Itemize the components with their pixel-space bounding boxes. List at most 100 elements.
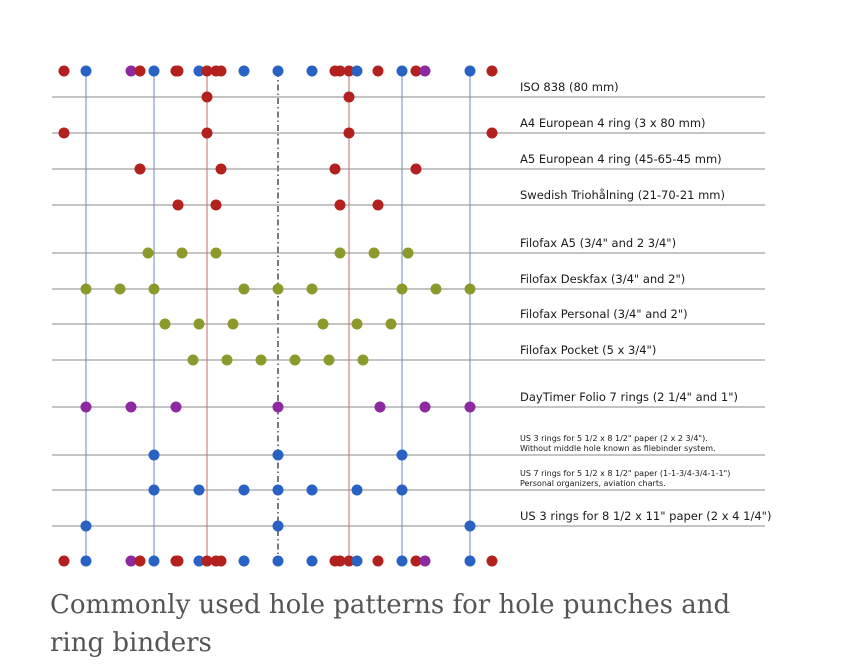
hole-dot-a4-4ring xyxy=(58,127,70,139)
row-label-filofax-deskfax: Filofax Deskfax (3/4" and 2") xyxy=(520,272,685,286)
hole-dot-filofax-deskfax xyxy=(114,283,126,295)
hole-dot-filofax-deskfax xyxy=(272,283,284,295)
hole-dot-us7-550 xyxy=(272,484,284,496)
hole-dot-us3-550 xyxy=(396,449,408,461)
summary-top-dot xyxy=(343,65,355,77)
hole-dot-filofax-pocket xyxy=(221,354,233,366)
summary-top-dot xyxy=(238,65,250,77)
hole-dot-filofax-deskfax xyxy=(306,283,318,295)
summary-top-dot xyxy=(193,65,205,77)
row-label-us3-550: US 3 rings for 5 1/2 x 8 1/2" paper (2 x… xyxy=(520,434,708,443)
summary-bottom-dot xyxy=(396,555,408,567)
row-label-a5-4ring: A5 European 4 ring (45-65-45 mm) xyxy=(520,152,722,166)
row-lines xyxy=(52,96,765,527)
hole-dot-us3-letter xyxy=(272,520,284,532)
hole-dot-filofax-pocket xyxy=(323,354,335,366)
hole-dot-daytimer xyxy=(464,401,476,413)
hole-dot-us3-550 xyxy=(272,449,284,461)
hole-dot-filofax-deskfax xyxy=(430,283,442,295)
summary-top-dot xyxy=(215,65,227,77)
summary-top-dot xyxy=(396,65,408,77)
summary-bottom-dot xyxy=(201,555,213,567)
hole-dot-filofax-pocket xyxy=(187,354,199,366)
summary-bottom-dot xyxy=(334,555,346,567)
hole-dot-a4-4ring xyxy=(343,127,355,139)
summary-top-dot xyxy=(334,65,346,77)
hole-dot-iso838 xyxy=(343,91,355,103)
summary-top-dot xyxy=(410,65,422,77)
hole-dot-daytimer xyxy=(170,401,182,413)
row-label-filofax-a5: Filofax A5 (3/4" and 2 3/4") xyxy=(520,236,676,250)
summary-bottom-dot xyxy=(419,555,431,567)
hole-dot-swedish xyxy=(372,199,384,211)
hole-dot-filofax-deskfax xyxy=(238,283,250,295)
summary-top-dot xyxy=(172,65,184,77)
summary-top-dot xyxy=(58,65,70,77)
row-label-swedish: Swedish Triohålning (21-70-21 mm) xyxy=(520,188,725,202)
hole-dot-filofax-personal xyxy=(351,318,363,330)
hole-dot-us7-550 xyxy=(148,484,160,496)
hole-dot-daytimer xyxy=(80,401,92,413)
hole-pattern-diagram: ISO 838 (80 mm) A4 European 4 ring (3 x 8… xyxy=(52,65,771,567)
summary-top-dot xyxy=(134,65,146,77)
hole-dot-us3-550 xyxy=(148,449,160,461)
summary-top-dot xyxy=(80,65,92,77)
hole-dot-a5-4ring xyxy=(134,163,146,175)
hole-dot-filofax-personal xyxy=(159,318,171,330)
hole-dot-us7-550 xyxy=(238,484,250,496)
row-label-iso838: ISO 838 (80 mm) xyxy=(520,80,619,94)
summary-top-dot xyxy=(419,65,431,77)
summary-bottom-dot xyxy=(134,555,146,567)
summary-bottom-dot xyxy=(486,555,498,567)
row-label-filofax-pocket: Filofax Pocket (5 x 3/4") xyxy=(520,343,656,357)
hole-dot-us3-letter xyxy=(464,520,476,532)
hole-dot-daytimer xyxy=(272,401,284,413)
hole-dot-a5-4ring xyxy=(329,163,341,175)
hole-dot-us3-letter xyxy=(80,520,92,532)
summary-top-dot xyxy=(201,65,213,77)
summary-top-dot xyxy=(486,65,498,77)
row-label-note-us7-550: Personal organizers, aviation charts. xyxy=(520,479,666,488)
hole-dot-swedish xyxy=(334,199,346,211)
hole-dot-filofax-personal xyxy=(317,318,329,330)
summary-bottom-dot xyxy=(148,555,160,567)
summary-bottom-dot xyxy=(306,555,318,567)
hole-dot-filofax-a5 xyxy=(210,247,222,259)
hole-dot-daytimer xyxy=(125,401,137,413)
row-label-us7-550: US 7 rings for 5 1/2 x 8 1/2" paper (1-1… xyxy=(520,469,730,478)
summary-bottom-dot xyxy=(272,555,284,567)
row-label-daytimer: DayTimer Folio 7 rings (2 1/4" and 1") xyxy=(520,390,738,404)
hole-dot-us7-550 xyxy=(306,484,318,496)
summary-top-dot xyxy=(272,65,284,77)
hole-dots xyxy=(58,65,498,567)
hole-dot-filofax-pocket xyxy=(255,354,267,366)
summary-bottom-dot xyxy=(215,555,227,567)
hole-dot-daytimer xyxy=(419,401,431,413)
summary-bottom-dot xyxy=(464,555,476,567)
hole-dot-filofax-personal xyxy=(193,318,205,330)
hole-dot-filofax-deskfax xyxy=(80,283,92,295)
hole-dot-us7-550 xyxy=(193,484,205,496)
hole-dot-swedish xyxy=(172,199,184,211)
summary-bottom-dot xyxy=(125,555,137,567)
hole-dot-filofax-a5 xyxy=(334,247,346,259)
summary-top-dot xyxy=(306,65,318,77)
row-label-a4-4ring: A4 European 4 ring (3 x 80 mm) xyxy=(520,116,706,130)
summary-top-dot xyxy=(125,65,137,77)
hole-dot-filofax-deskfax xyxy=(464,283,476,295)
summary-bottom-dot xyxy=(80,555,92,567)
hole-dot-daytimer xyxy=(374,401,386,413)
summary-bottom-dot xyxy=(58,555,70,567)
hole-dot-iso838 xyxy=(201,91,213,103)
hole-dot-a5-4ring xyxy=(410,163,422,175)
row-labels: ISO 838 (80 mm) A4 European 4 ring (3 x 8… xyxy=(520,80,771,523)
summary-bottom-dot xyxy=(172,555,184,567)
row-label-filofax-personal: Filofax Personal (3/4" and 2") xyxy=(520,307,688,321)
hole-dot-filofax-a5 xyxy=(402,247,414,259)
hole-dot-filofax-a5 xyxy=(368,247,380,259)
hole-dot-filofax-deskfax xyxy=(396,283,408,295)
row-label-note-us3-550: Without middle hole known as filebinder … xyxy=(520,444,716,453)
summary-bottom-dot xyxy=(193,555,205,567)
summary-top-dot xyxy=(464,65,476,77)
figure-caption: Commonly used hole patterns for hole pun… xyxy=(50,590,731,658)
